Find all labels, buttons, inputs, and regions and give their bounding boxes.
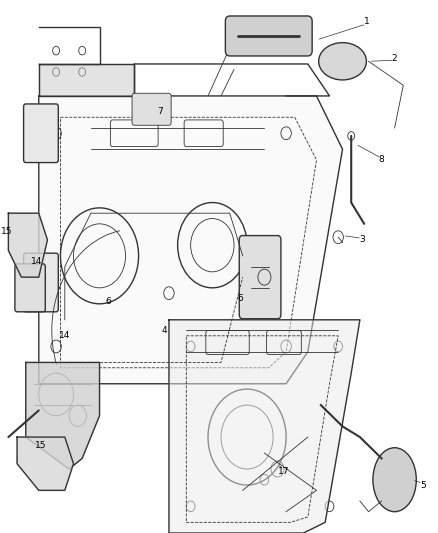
Text: 15: 15 [0, 228, 12, 236]
Polygon shape [17, 437, 74, 490]
Text: 2: 2 [392, 54, 397, 63]
Polygon shape [39, 96, 343, 384]
Text: 6: 6 [238, 294, 244, 303]
FancyBboxPatch shape [132, 93, 171, 125]
Text: 5: 5 [420, 481, 426, 489]
Polygon shape [169, 320, 360, 533]
Text: 1: 1 [364, 17, 369, 26]
FancyBboxPatch shape [15, 264, 45, 312]
Text: 15: 15 [35, 441, 47, 449]
Ellipse shape [319, 43, 367, 80]
Text: 14: 14 [59, 332, 71, 340]
Text: 6: 6 [105, 297, 111, 305]
FancyBboxPatch shape [226, 16, 312, 56]
Text: 14: 14 [31, 257, 42, 265]
Text: 3: 3 [359, 236, 365, 244]
Text: 7: 7 [157, 108, 163, 116]
Polygon shape [39, 64, 134, 96]
Ellipse shape [373, 448, 416, 512]
Text: 4: 4 [162, 326, 167, 335]
Text: 17: 17 [278, 467, 290, 476]
Polygon shape [8, 213, 47, 277]
Polygon shape [26, 362, 99, 469]
FancyBboxPatch shape [24, 104, 58, 163]
FancyBboxPatch shape [239, 236, 281, 319]
Text: 8: 8 [379, 156, 385, 164]
FancyBboxPatch shape [24, 253, 58, 312]
